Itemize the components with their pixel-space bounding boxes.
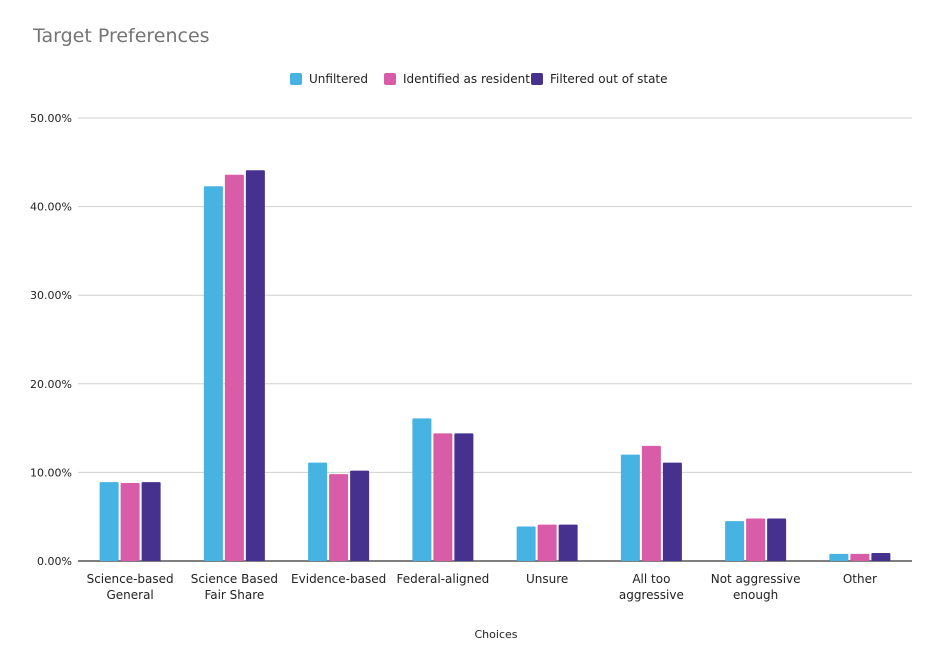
bar bbox=[224, 174, 244, 562]
legend-swatch bbox=[384, 73, 396, 85]
y-tick-label: 10.00% bbox=[30, 466, 72, 479]
x-tick-label: Not aggressive enough bbox=[711, 572, 801, 602]
legend-label: Unfiltered bbox=[309, 72, 368, 86]
legend-swatch bbox=[290, 73, 302, 85]
bar bbox=[245, 170, 265, 562]
x-tick-label: Other bbox=[843, 572, 877, 586]
bar bbox=[871, 553, 891, 561]
bar bbox=[725, 521, 745, 561]
bar bbox=[141, 482, 161, 561]
bar bbox=[412, 418, 432, 561]
x-tick-label: Evidence-based bbox=[291, 572, 386, 586]
bar bbox=[120, 483, 140, 561]
bar bbox=[203, 186, 223, 562]
bar bbox=[620, 454, 640, 561]
x-tick-label: All too aggressive bbox=[619, 572, 684, 602]
bar bbox=[350, 470, 370, 561]
bar bbox=[850, 553, 870, 561]
x-axis-label: Choices bbox=[475, 628, 518, 641]
bar bbox=[641, 445, 661, 561]
x-tick-label: Science Based Fair Share bbox=[191, 572, 278, 602]
bar bbox=[516, 526, 536, 561]
bar bbox=[746, 518, 766, 561]
bar bbox=[662, 462, 682, 561]
bar bbox=[537, 524, 557, 561]
legend-swatch bbox=[531, 73, 543, 85]
y-tick-label: 40.00% bbox=[30, 201, 72, 214]
bar bbox=[454, 433, 474, 561]
bar bbox=[99, 482, 119, 561]
legend-label: Identified as resident bbox=[403, 72, 530, 86]
y-tick-label: 30.00% bbox=[30, 289, 72, 302]
bar bbox=[558, 524, 578, 561]
legend-item[interactable]: Unfiltered bbox=[290, 72, 368, 86]
chart-title: Target Preferences bbox=[32, 25, 210, 47]
bar bbox=[433, 433, 453, 561]
legend-item[interactable]: Filtered out of state bbox=[531, 72, 668, 86]
legend-item[interactable]: Identified as resident bbox=[384, 72, 530, 86]
y-tick-label: 20.00% bbox=[30, 378, 72, 391]
x-tick-label: Federal-aligned bbox=[396, 572, 489, 586]
x-tick-label: Unsure bbox=[526, 572, 568, 586]
bar bbox=[308, 462, 328, 561]
bar bbox=[829, 553, 849, 561]
bar bbox=[767, 518, 787, 561]
x-tick-label: Science-based General bbox=[87, 572, 174, 602]
bar bbox=[329, 474, 349, 561]
y-tick-label: 50.00% bbox=[30, 112, 72, 125]
legend-label: Filtered out of state bbox=[550, 72, 668, 86]
y-tick-label: 0.00% bbox=[37, 555, 72, 568]
